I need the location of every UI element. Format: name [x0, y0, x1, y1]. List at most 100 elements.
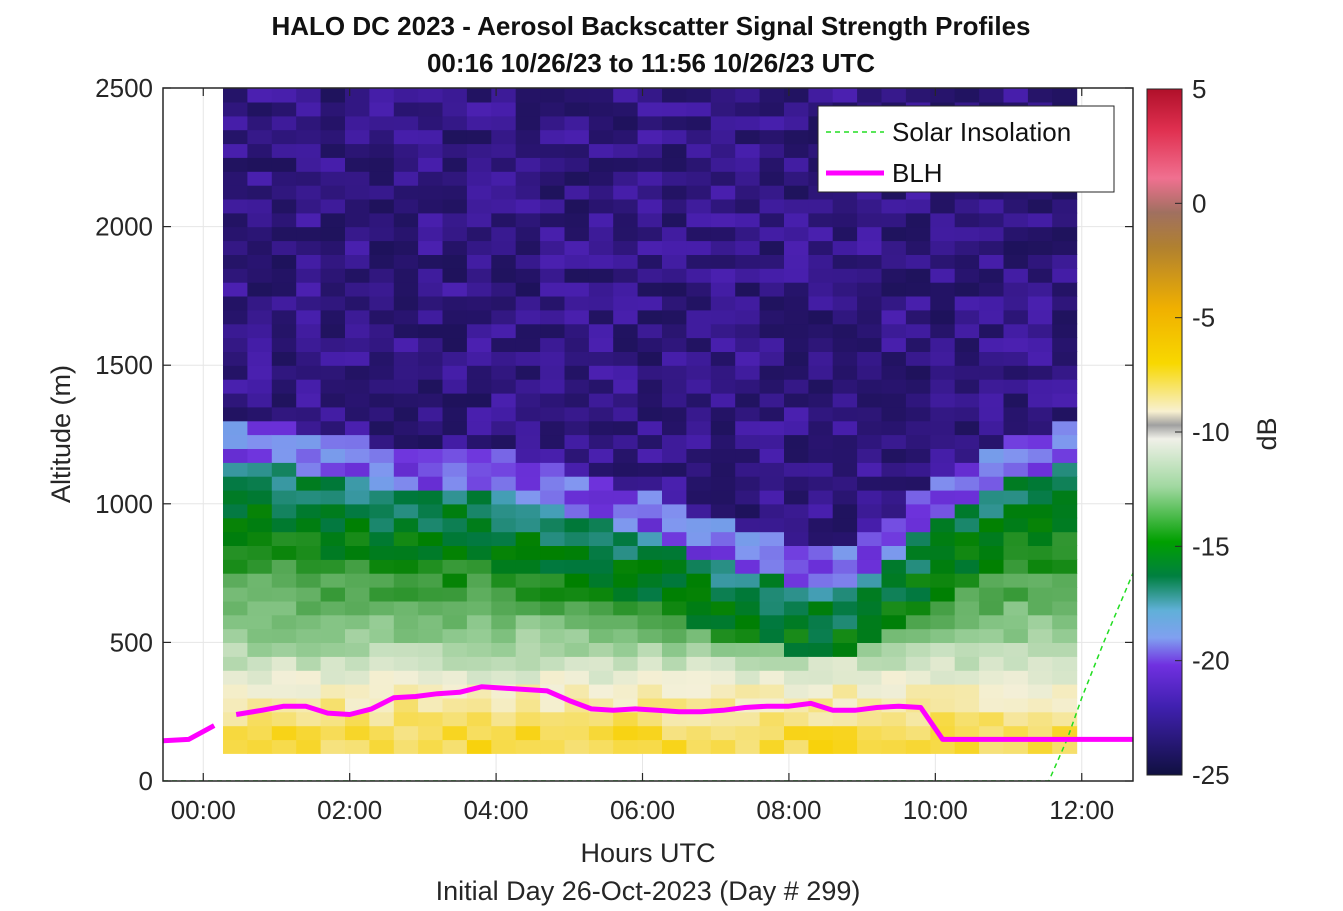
heatmap-cell	[588, 739, 614, 754]
heatmap-cell	[1052, 670, 1078, 685]
heatmap-cell	[540, 434, 566, 449]
heatmap-cell	[345, 448, 370, 463]
heatmap-cell	[564, 337, 590, 352]
heatmap-cell	[1027, 351, 1053, 366]
heatmap-cell	[540, 670, 566, 685]
heatmap-cell	[320, 323, 346, 339]
heatmap-cell	[735, 711, 761, 727]
heatmap-cell	[979, 642, 1005, 657]
heatmap-cell	[540, 531, 566, 546]
heatmap-cell	[223, 628, 248, 643]
x-tick-label-4: 08:00	[756, 795, 821, 825]
heatmap-cell	[588, 392, 614, 408]
heatmap-cell	[881, 198, 907, 214]
heatmap-cell	[857, 587, 883, 602]
heatmap-cell	[466, 434, 492, 449]
heatmap-cell	[784, 476, 809, 491]
heatmap-cell	[857, 434, 883, 449]
heatmap-cell	[954, 379, 980, 394]
heatmap-cell	[710, 268, 736, 283]
heatmap-cell	[979, 420, 1005, 436]
heatmap-cell	[710, 226, 736, 242]
heatmap-cell	[442, 198, 468, 214]
heatmap-cell	[979, 448, 1005, 463]
heatmap-cell	[515, 157, 541, 172]
heatmap-cell	[759, 545, 785, 560]
y-tick-label-1: 500	[110, 627, 153, 657]
heatmap-cell	[393, 448, 419, 463]
heatmap-cell	[247, 365, 273, 380]
heatmap-cell	[930, 379, 956, 394]
heatmap-cell	[905, 198, 931, 214]
heatmap-cell	[808, 448, 834, 463]
heatmap-cell	[1003, 628, 1029, 643]
heatmap-cell	[588, 254, 614, 269]
heatmap-cell	[735, 143, 761, 158]
heatmap-cell	[930, 614, 956, 630]
heatmap-cell	[418, 559, 444, 574]
heatmap-cell	[540, 101, 566, 117]
heatmap-cell	[662, 323, 687, 339]
heatmap-cell	[369, 254, 395, 269]
heatmap-cell	[296, 476, 322, 491]
heatmap-cell	[369, 392, 395, 408]
heatmap-cell	[1003, 517, 1029, 533]
heatmap-cell	[1027, 337, 1053, 352]
heatmap-cell	[564, 406, 590, 422]
heatmap-cell	[296, 545, 322, 560]
heatmap-cell	[954, 559, 980, 574]
heatmap-cell	[784, 88, 809, 103]
heatmap-cell	[223, 420, 248, 436]
heatmap-cell	[247, 573, 273, 588]
heatmap-cell	[369, 642, 395, 657]
heatmap-cell	[442, 101, 468, 117]
heatmap-cell	[637, 282, 663, 297]
heatmap-cell	[710, 198, 736, 214]
heatmap-cell	[710, 600, 736, 616]
heatmap-cell	[930, 254, 956, 269]
heatmap-cell	[784, 587, 809, 602]
heatmap-cell	[588, 503, 614, 519]
heatmap-cell	[637, 684, 663, 699]
heatmap-cell	[613, 337, 639, 352]
heatmap-cell	[808, 198, 834, 214]
heatmap-cell	[637, 711, 663, 727]
heatmap-cell	[905, 268, 931, 283]
series-lines	[163, 572, 1133, 781]
heatmap-cell	[759, 115, 785, 131]
heatmap-cell	[686, 323, 712, 339]
heatmap-cell	[345, 462, 370, 477]
heatmap-cell	[1052, 697, 1078, 713]
heatmap-cell	[832, 711, 858, 727]
heatmap-cell	[1003, 351, 1029, 366]
heatmap-cell	[808, 365, 834, 380]
heatmap-cell	[759, 129, 785, 145]
heatmap-cell	[515, 309, 541, 325]
heatmap-cell	[393, 600, 419, 616]
heatmap-cell	[686, 628, 712, 643]
heatmap-cell	[710, 545, 736, 560]
heatmap-cell	[223, 684, 248, 699]
heatmap-cell	[515, 656, 541, 671]
heatmap-cell	[564, 101, 590, 117]
heatmap-cell	[515, 129, 541, 145]
heatmap-cell	[345, 642, 370, 657]
heatmap-cell	[320, 226, 346, 242]
heatmap-cell	[491, 143, 517, 158]
heatmap-cell	[735, 559, 761, 574]
heatmap-cell	[320, 309, 346, 325]
heatmap-cell	[735, 656, 761, 671]
heatmap-cell	[710, 129, 736, 145]
heatmap-cell	[466, 462, 492, 477]
heatmap-cell	[540, 642, 566, 657]
heatmap-cell	[710, 684, 736, 699]
heatmap-cell	[369, 365, 395, 380]
heatmap-cell	[393, 642, 419, 657]
heatmap-cell	[662, 420, 687, 436]
heatmap-cell	[954, 434, 980, 449]
heatmap-cell	[686, 365, 712, 380]
heatmap-cell	[588, 725, 614, 741]
x-tick-label-2: 04:00	[464, 795, 529, 825]
heatmap-cell	[369, 115, 395, 131]
heatmap-cell	[369, 600, 395, 616]
